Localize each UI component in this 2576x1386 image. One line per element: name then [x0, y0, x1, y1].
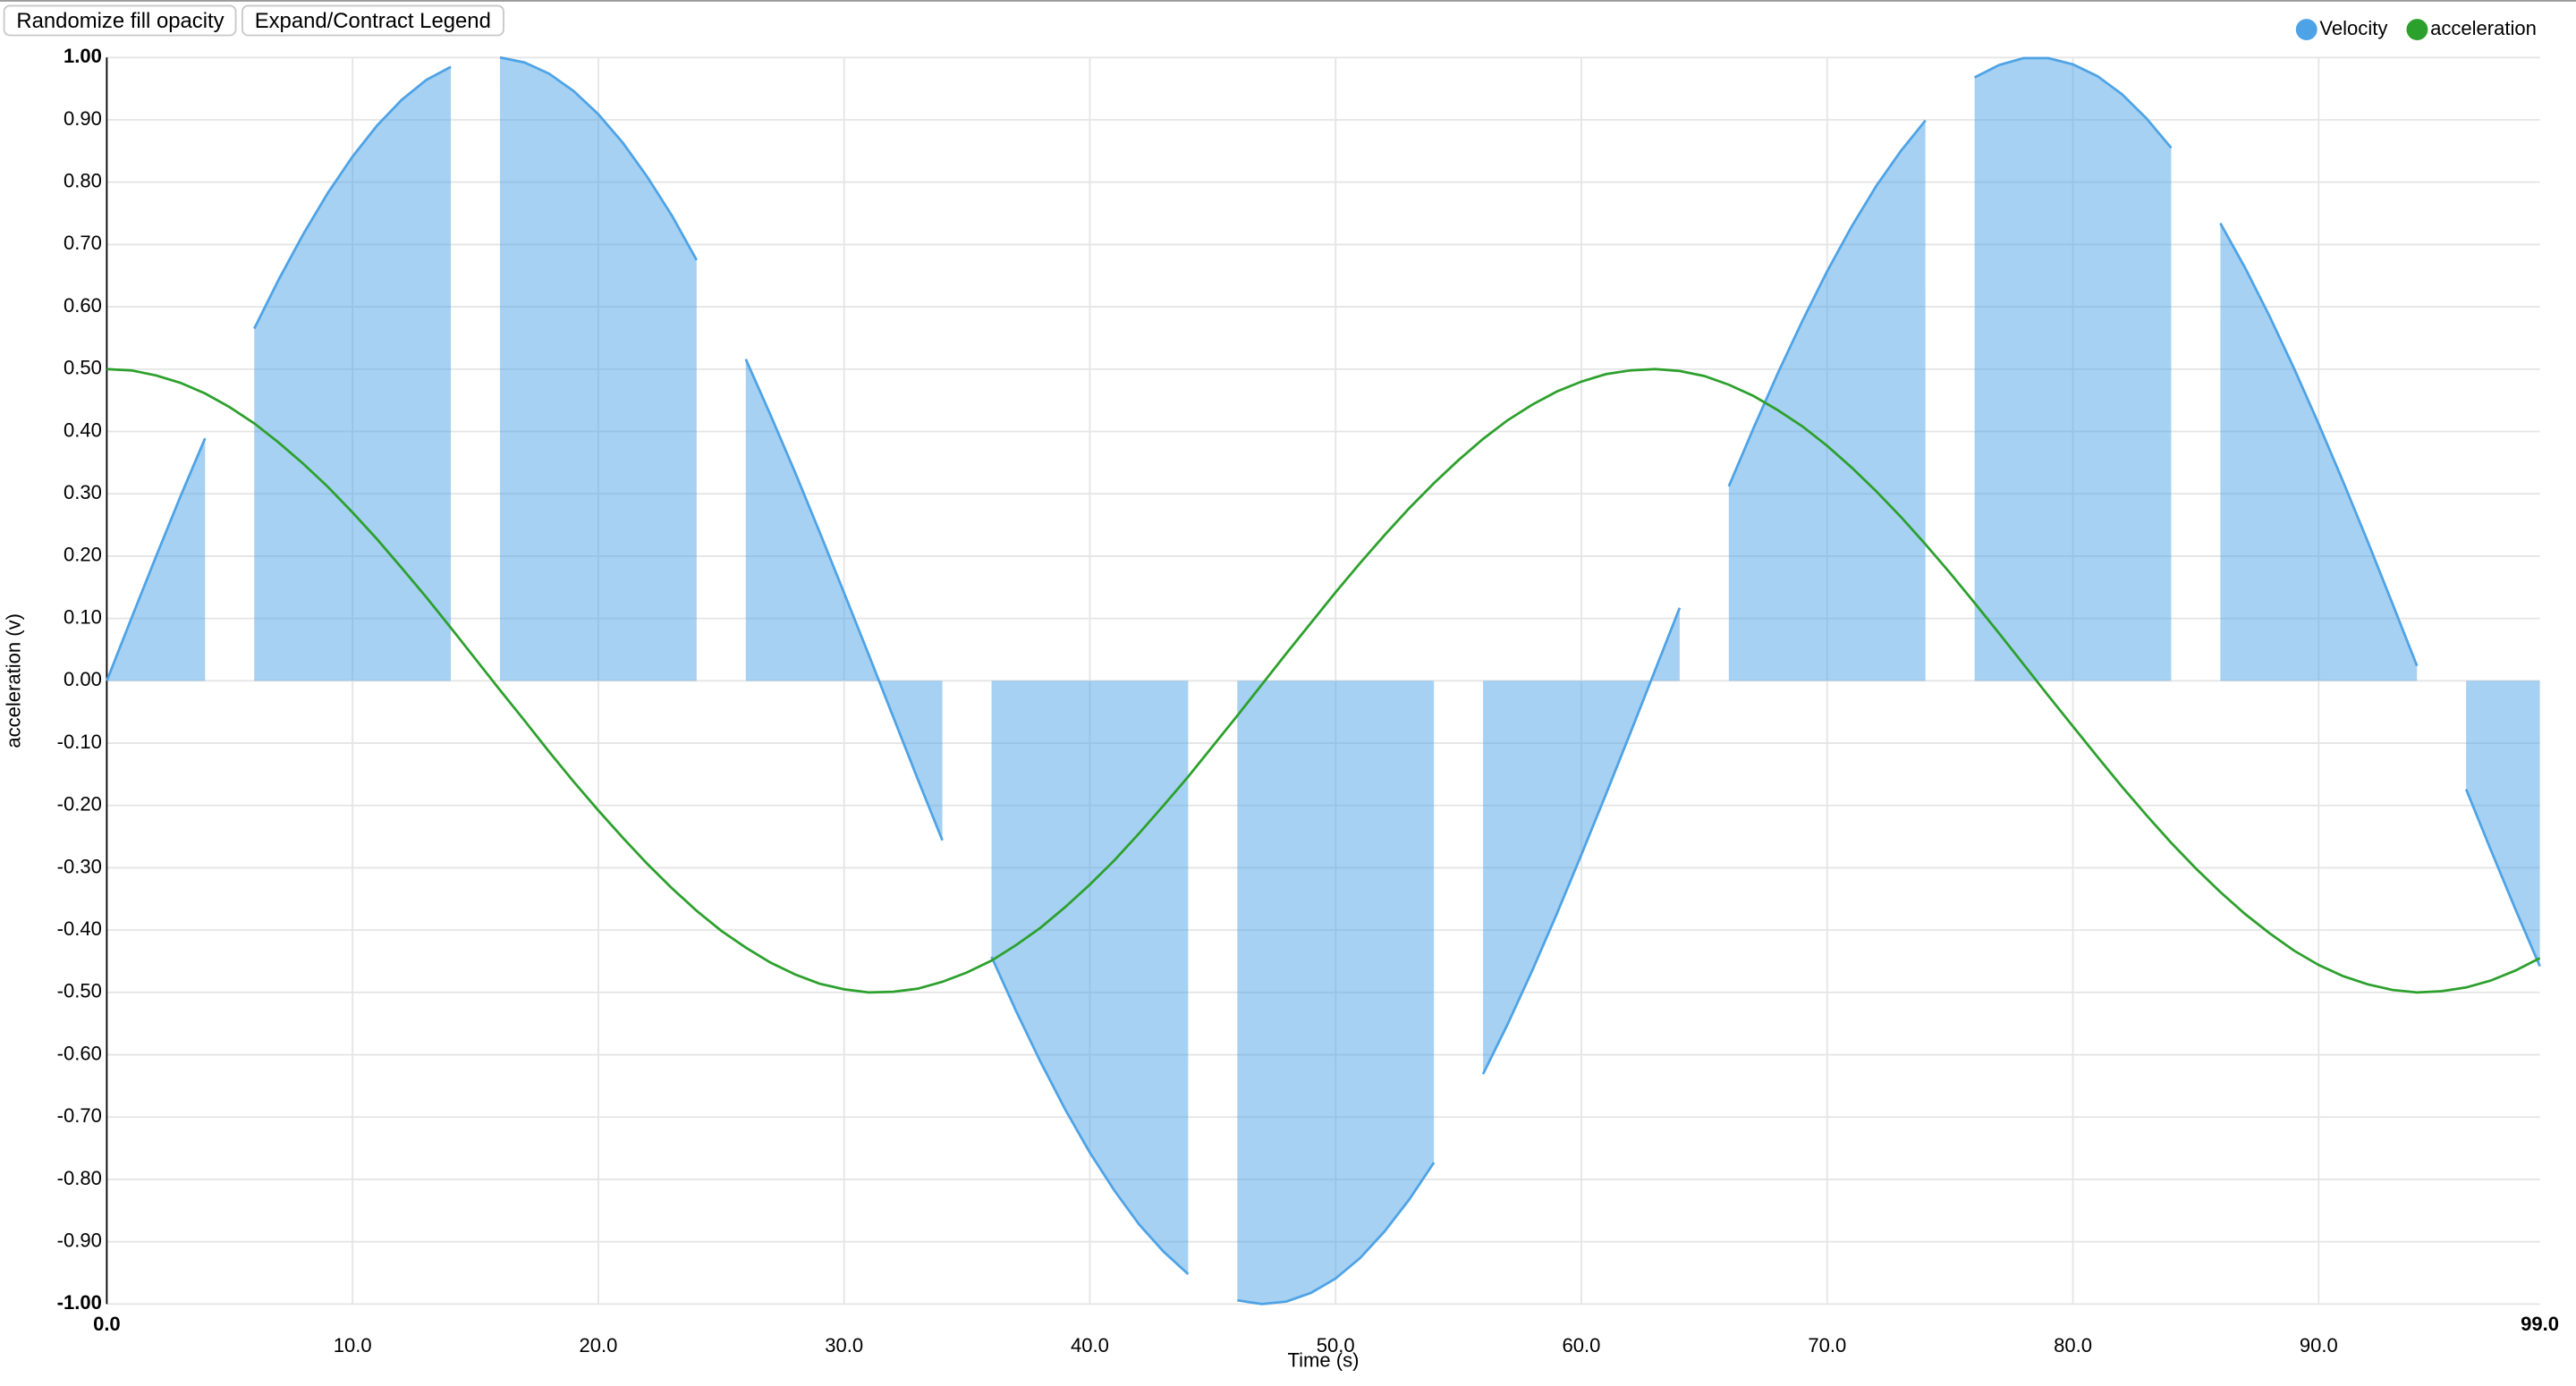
- x-tick-label: 70.0: [1808, 1334, 1846, 1356]
- y-tick-label: 0.50: [64, 357, 102, 379]
- y-tick-label: 0.70: [64, 232, 102, 254]
- legend-marker: [2295, 19, 2318, 40]
- x-tick-label: 99.0: [2521, 1313, 2559, 1335]
- y-tick-label: 0.60: [64, 294, 102, 317]
- legend-item[interactable]: Velocity: [2295, 17, 2388, 40]
- area: [500, 57, 697, 681]
- y-tick-label: -0.50: [57, 980, 102, 1002]
- y-tick-label: -0.20: [57, 793, 102, 816]
- y-tick-label: -0.40: [57, 917, 102, 940]
- y-tick-label: 0.90: [64, 107, 102, 130]
- y-tick-label: 0.20: [64, 544, 102, 566]
- y-tick-label: -0.10: [57, 731, 102, 753]
- x-tick-label: 50.0: [1317, 1334, 1355, 1356]
- legend-item[interactable]: acceleration: [2406, 17, 2537, 40]
- area: [254, 66, 452, 681]
- y-tick-label: 0.30: [64, 481, 102, 503]
- y-tick-label: -0.90: [57, 1229, 102, 1251]
- x-tick-label: 10.0: [334, 1334, 372, 1356]
- y-tick-label: 0.80: [64, 170, 102, 192]
- area: [1728, 120, 1926, 681]
- legend-label: acceleration: [2430, 17, 2537, 39]
- legend: acceleration Velocity: [2295, 17, 2537, 40]
- x-tick-label: 0.0: [93, 1313, 121, 1335]
- y-axis-label: acceleration (v): [2, 613, 24, 748]
- y-tick-label: 1.00: [64, 45, 102, 67]
- legend-label: Velocity: [2319, 17, 2387, 39]
- area: [991, 680, 1189, 1274]
- area: [1483, 607, 1680, 1075]
- x-tick-label: 40.0: [1071, 1334, 1109, 1356]
- area: [2220, 223, 2418, 681]
- legend-marker: [2406, 19, 2428, 40]
- line: [106, 368, 2541, 994]
- y-tick-label: -0.30: [57, 855, 102, 877]
- x-tick-label: 60.0: [1563, 1334, 1601, 1356]
- randomize-button[interactable]: Randomize fill opacity: [3, 4, 238, 37]
- y-tick-label: 0.00: [64, 668, 102, 690]
- y-tick-label: -1.00: [57, 1291, 102, 1314]
- area: [2466, 680, 2540, 967]
- y-tick-label: 0.10: [64, 605, 102, 628]
- x-tick-label: 20.0: [579, 1334, 617, 1356]
- y-tick-label: 0.40: [64, 418, 102, 441]
- area: [1974, 57, 2172, 681]
- y-tick-label: -0.60: [57, 1042, 102, 1064]
- x-tick-label: 30.0: [825, 1334, 863, 1356]
- legend-toggle-button[interactable]: Expand/Contract Legend: [242, 4, 504, 37]
- area: [1237, 680, 1435, 1305]
- line: [106, 55, 2541, 1306]
- y-tick-label: -0.70: [57, 1104, 102, 1127]
- x-tick-label: 90.0: [2300, 1334, 2338, 1356]
- y-tick-label: -0.80: [57, 1167, 102, 1189]
- area: [745, 359, 943, 841]
- x-tick-label: 80.0: [2054, 1334, 2092, 1356]
- x-axis-label: Time (s): [1288, 1348, 1360, 1371]
